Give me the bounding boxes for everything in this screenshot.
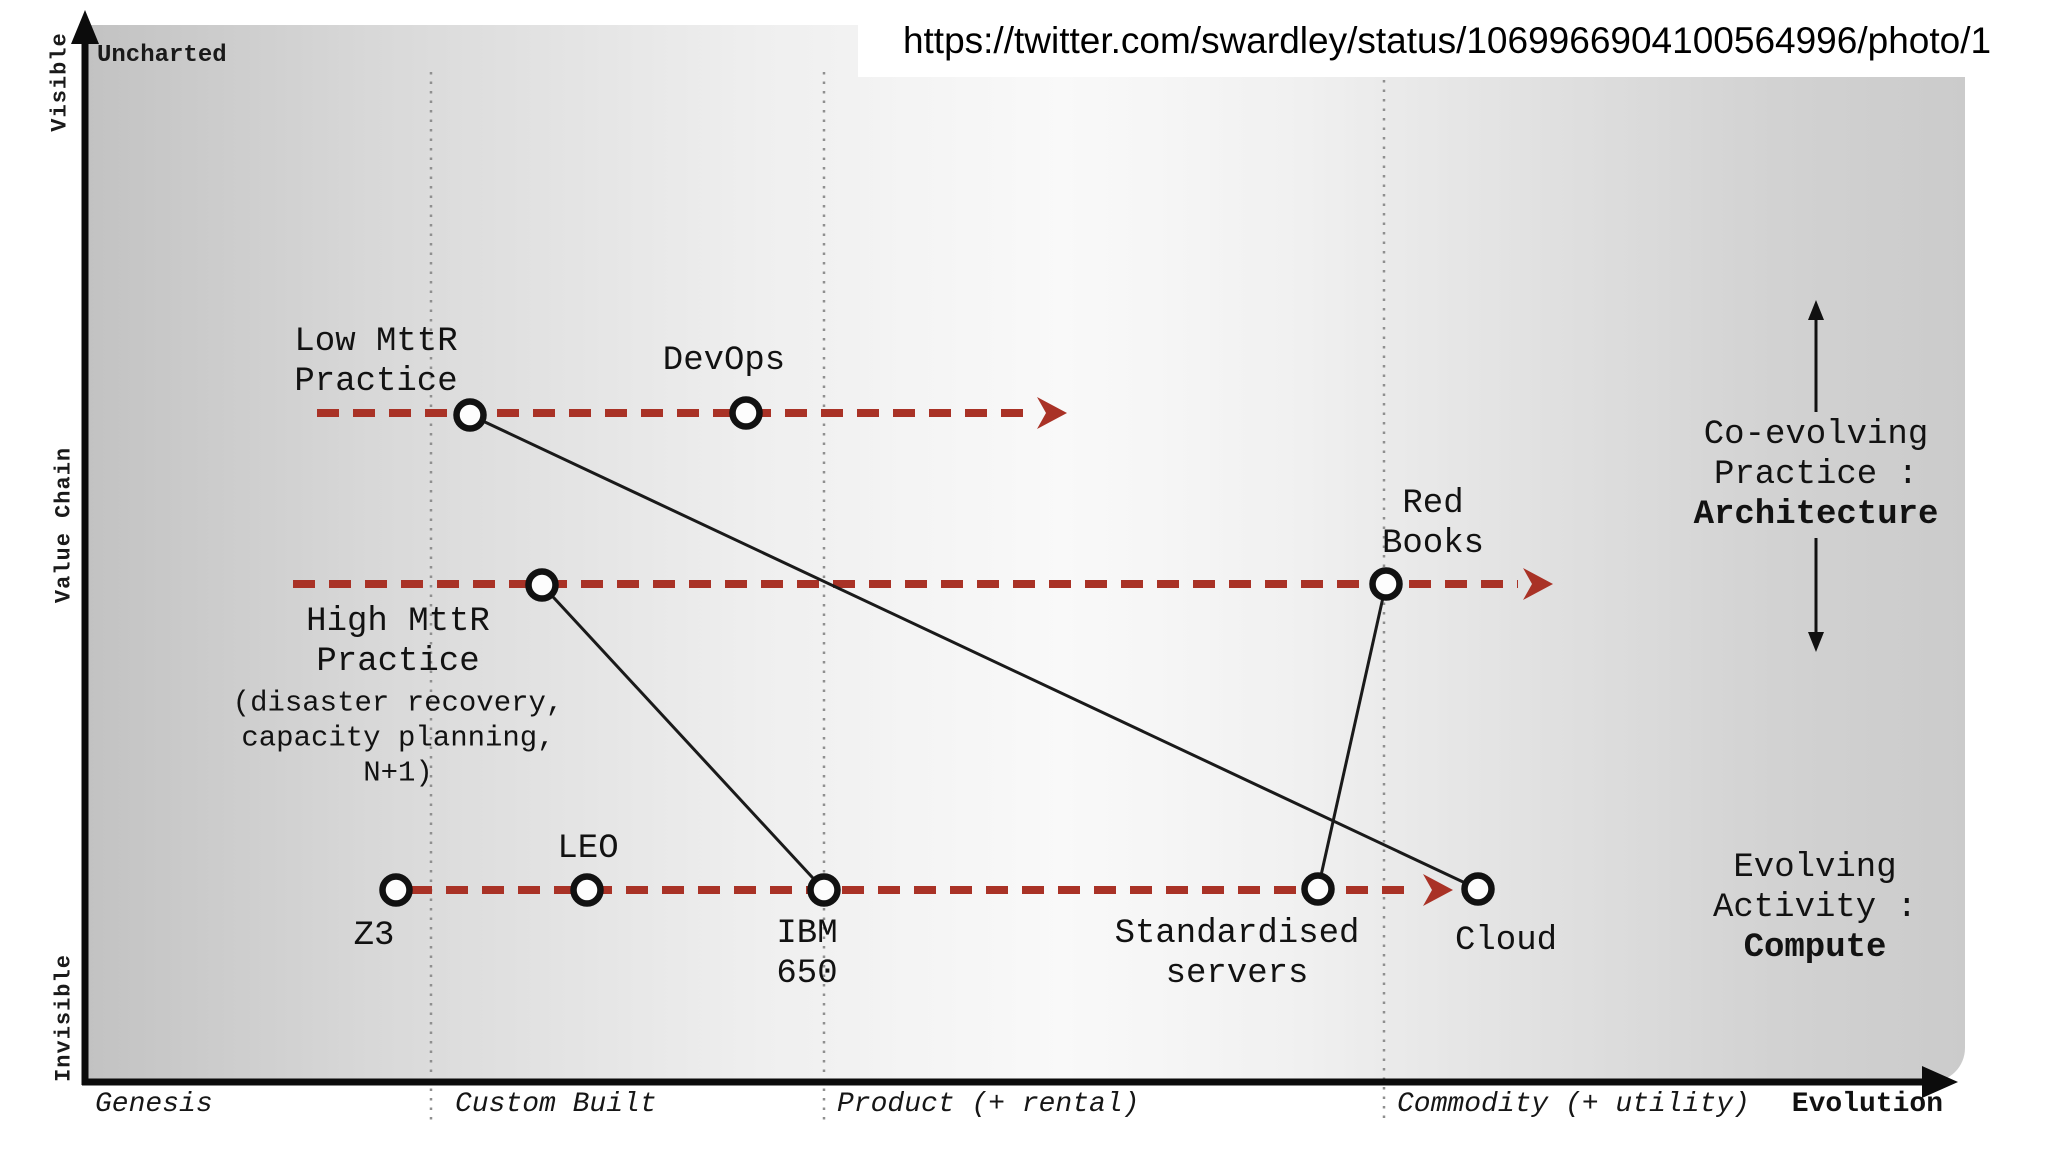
node-leo [570,873,604,907]
annotation-line: Evolving [1733,849,1897,887]
link-low-mttr-to-cloud [469,413,1479,891]
source-url[interactable]: https://twitter.com/swardley/status/1069… [902,20,1992,61]
label-line: IBM [776,915,838,953]
label-line: Practice [316,643,480,681]
label-line: capacity planning, [241,721,555,755]
label-line: Low MttR [294,323,458,361]
stage-custom-built: Custom Built [455,1089,657,1120]
node-ibm-650 [807,873,841,907]
annotation-line: Co-evolving [1703,416,1929,454]
label-line: Practice [294,363,458,401]
annotation-co-evolving-practice: Co-evolving Practice : Architecture [1694,415,1939,535]
y-axis-invisible-label: Invisible [51,954,77,1082]
label-high-mttr-sublabel: (disaster recovery, capacity planning, N+1… [233,686,564,791]
annotation-line-bold: Compute [1743,929,1887,967]
node-z3 [379,873,413,907]
label-leo: LEO [557,830,619,868]
node-standardised-servers [1301,872,1335,906]
node-cloud [1461,872,1495,906]
movement-compute-arrowhead [1423,874,1453,906]
movement-low-mttr-arrowhead [1037,397,1067,429]
label-line: (disaster recovery, [232,686,564,720]
label-z3: Z3 [353,917,395,955]
label-line: 650 [776,955,838,993]
annotation-line: Activity : [1712,889,1918,927]
y-axis-arrowhead [71,10,99,44]
node-low-mttr-practice [453,398,487,432]
x-axis-arrowhead [1922,1066,1958,1098]
label-line: Books [1381,525,1485,563]
co-evolve-down-arrowhead [1808,632,1824,652]
y-axis-visible-label: Visible [47,32,73,132]
x-axis-title: Evolution [1791,1089,1943,1120]
label-standardised-servers: Standardised servers [1115,914,1360,994]
url-background-band [858,0,2048,77]
label-line: Standardised [1114,915,1360,953]
label-line: Red [1402,485,1464,523]
label-low-mttr-practice: Low MttR Practice [294,322,457,402]
stage-product: Product (+ rental) [837,1089,1140,1120]
node-red-books [1369,567,1403,601]
annotation-evolving-activity: Evolving Activity : Compute [1713,848,1917,968]
label-line: servers [1165,955,1309,993]
co-evolve-up-arrowhead [1808,300,1824,320]
link-red-books-to-standardised [1316,583,1388,890]
label-line: N+1) [363,756,433,790]
link-high-mttr-to-ibm650 [540,583,826,892]
node-high-mttr-practice [525,568,559,602]
annotation-line: Practice : [1713,456,1919,494]
stage-commodity: Commodity (+ utility) [1397,1089,1750,1120]
node-devops [729,396,763,430]
label-ibm-650: IBM 650 [776,914,837,994]
uncharted-label: Uncharted [97,42,227,69]
label-cloud: Cloud [1454,922,1558,960]
movement-high-mttr-arrowhead [1523,568,1553,600]
label-line: High MttR [306,603,490,641]
stage-genesis: Genesis [95,1089,213,1120]
label-red-books: Red Books [1382,484,1484,564]
label-devops: DevOps [662,342,786,380]
label-high-mttr-practice: High MttR Practice [306,602,490,682]
y-axis-title: Value Chain [51,446,77,604]
annotation-line-bold: Architecture [1693,496,1939,534]
